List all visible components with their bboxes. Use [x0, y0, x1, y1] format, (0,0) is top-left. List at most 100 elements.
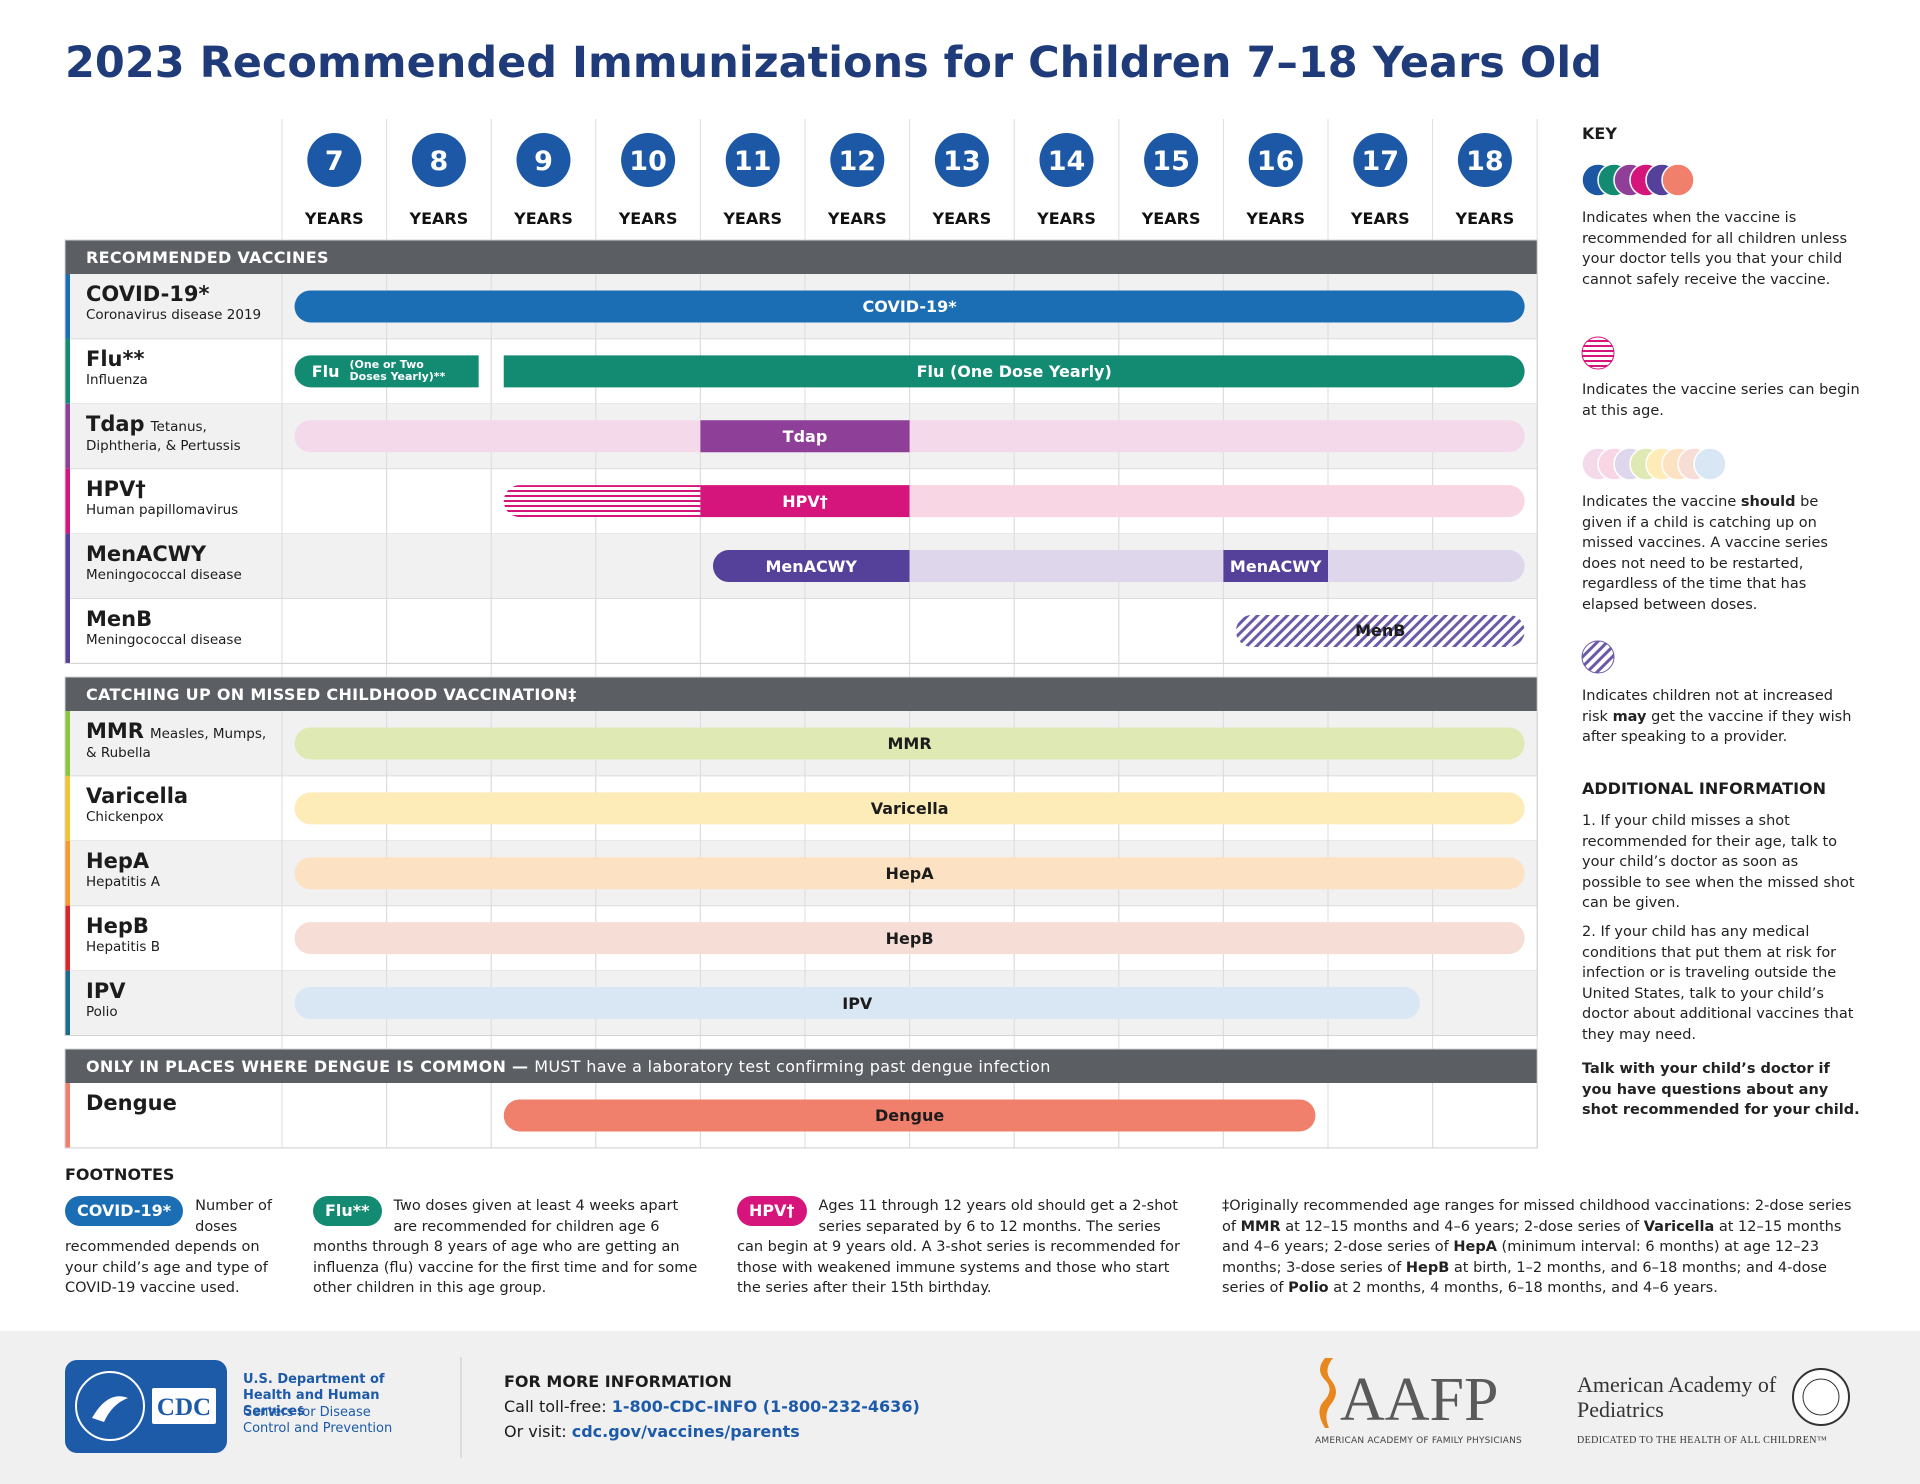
age-number: 18: [1466, 146, 1504, 177]
bar-label: Flu (One Dose Yearly): [916, 361, 1112, 381]
bar-label-box: Flu (One Dose Yearly): [504, 355, 1525, 387]
section-header-bar: [65, 240, 1538, 274]
footnote-badge: Flu**: [313, 1196, 382, 1226]
age-number: 17: [1362, 146, 1400, 177]
schedule-bar: [700, 485, 910, 518]
age-circle: [830, 133, 885, 187]
schedule-bar: [294, 290, 1525, 323]
key-swatch: [1581, 640, 1615, 674]
aafp-full-name: AMERICAN ACADEMY OF FAMILY PHYSICIANS: [1315, 1436, 1522, 1446]
section-header-title: RECOMMENDED VACCINES: [86, 248, 329, 267]
vaccine-description: Meningococcal disease: [86, 631, 242, 648]
bar-label: IPV: [842, 993, 873, 1013]
additional-info-closing: Talk with your child’s doctor if you hav…: [1582, 1061, 1860, 1118]
bar-label-box: Varicella: [295, 792, 1525, 824]
key-text: Indicates children not at increased risk…: [1582, 686, 1862, 748]
row-color-stripe: [65, 905, 70, 971]
aap-seal: [1792, 1368, 1850, 1426]
call-line: Call toll-free: 1-800-CDC-INFO (1-800-23…: [504, 1397, 920, 1416]
age-unit: YEARS: [1141, 209, 1201, 228]
age-circle: [934, 133, 989, 187]
schedule-bar: [1328, 550, 1525, 583]
age-number: 12: [839, 146, 877, 177]
bar-label: Varicella: [870, 798, 949, 818]
bar-label-box: Flu (One or Two Doses Yearly)**: [295, 355, 479, 387]
row-color-stripe: [65, 970, 70, 1036]
schedule-bar: [294, 355, 479, 388]
bar-label-box: IPV: [295, 987, 1420, 1019]
bar-label: Tdap: [782, 426, 828, 446]
vaccine-name: Dengue: [86, 1091, 177, 1115]
text: get the vaccine if they wish after speak…: [1582, 708, 1852, 746]
additional-info-item: 1. If your child misses a shot recommend…: [1582, 813, 1855, 911]
age-circle: [411, 133, 466, 187]
aafp-staff: [1319, 1358, 1336, 1428]
section-header-bar: [65, 677, 1538, 711]
vaccine-description: Chickenpox: [86, 808, 164, 825]
text: be given if a child is catching up on mi…: [1582, 494, 1828, 613]
call-label: Call toll-free:: [504, 1397, 607, 1416]
bar-label-box: MMR: [295, 727, 1525, 759]
key-text: Indicates the vaccine should be given if…: [1582, 492, 1862, 615]
bar-label-box: MenB: [1236, 615, 1525, 647]
bar-label: HepB: [885, 928, 934, 948]
bar-label-box: COVID-19*: [295, 290, 1525, 322]
cdc-logo-box: [65, 1360, 227, 1453]
row-color-stripe: [65, 533, 70, 599]
row-color-stripe: [65, 1083, 70, 1148]
vaccine-description: Meningococcal disease: [86, 566, 242, 583]
catch-up-footnote: ‡Originally recommended age ranges for m…: [1222, 1196, 1852, 1299]
bar-label: MenACWY: [765, 556, 858, 576]
key-text: Indicates the vaccine series can begin a…: [1582, 380, 1862, 421]
section-header: ONLY IN PLACES WHERE DENGUE IS COMMON — …: [86, 1057, 1051, 1076]
key-swatch: [1581, 336, 1615, 370]
bar-label: MMR: [887, 733, 932, 753]
footer-band: [0, 1331, 1920, 1484]
vaccine-name-cell: COVID-19* Coronavirus disease 2019: [86, 282, 278, 324]
section-border: [64, 239, 1538, 664]
vaccine-name-cell: IPV Polio: [86, 979, 278, 1021]
text: Indicates the vaccine: [1582, 494, 1741, 510]
age-unit: YEARS: [1350, 209, 1410, 228]
footnote-text: Ages 11 through 12 years old should get …: [737, 1198, 1180, 1296]
age-number: 13: [943, 146, 981, 177]
row-color-stripe: [65, 403, 70, 469]
footnote: HPV† Ages 11 through 12 years old should …: [737, 1196, 1187, 1299]
text: at 2 months, 4 months, 6–18 months, and …: [1328, 1280, 1718, 1296]
section-header-title: ONLY IN PLACES WHERE DENGUE IS COMMON —: [86, 1057, 529, 1076]
cdc-logo-text: CDC: [157, 1394, 211, 1421]
row-color-stripe: [65, 598, 70, 664]
age-unit: YEARS: [513, 209, 573, 228]
row-color-stripe: [65, 775, 70, 841]
bar-label-box: Dengue: [504, 1099, 1316, 1131]
vaccine-name: HPV†: [86, 476, 146, 501]
vaccine-name: Varicella: [86, 783, 189, 808]
age-number: 10: [629, 146, 667, 177]
schedule-bar: [909, 485, 1525, 518]
vaccine-name-cell: MMR Measles, Mumps, & Rubella: [86, 719, 278, 762]
vaccine-name: COVID-19*: [86, 282, 210, 306]
vaccine-name-cell: HepB Hepatitis B: [86, 914, 278, 956]
section-border: [64, 1048, 1538, 1149]
age-circle: [1457, 133, 1512, 187]
footnote: COVID-19* Number of doses recommended dep…: [65, 1196, 279, 1299]
bar-label-box: HepA: [295, 857, 1525, 889]
age-circle: [307, 133, 362, 187]
vaccine-name: HepB: [86, 913, 149, 938]
schedule-bar: [700, 420, 910, 453]
vaccine-description: Tetanus, Diphtheria, & Pertussis: [86, 418, 241, 454]
vaccine-name: Tdap: [86, 411, 145, 436]
bar-label: MenACWY: [1229, 556, 1322, 576]
bar-label: (One or Two Doses Yearly)**: [349, 358, 446, 384]
schedule-bar: [503, 355, 1525, 388]
aap-name: American Academy of Pediatrics: [1577, 1372, 1777, 1422]
age-unit: YEARS: [618, 209, 678, 228]
bold-text: MMR: [1240, 1218, 1281, 1235]
hhs-name: U.S. Department of Health and Human Serv…: [243, 1372, 385, 1419]
vaccine-name: Flu**: [86, 346, 145, 371]
vaccine-description: Human papillomavirus: [86, 501, 239, 518]
bar-label: Dengue: [874, 1105, 945, 1125]
schedule-bar: [294, 987, 1421, 1020]
text: ‡Originally recommended age ranges for m…: [1222, 1198, 1852, 1235]
bold-text: may: [1612, 708, 1647, 725]
